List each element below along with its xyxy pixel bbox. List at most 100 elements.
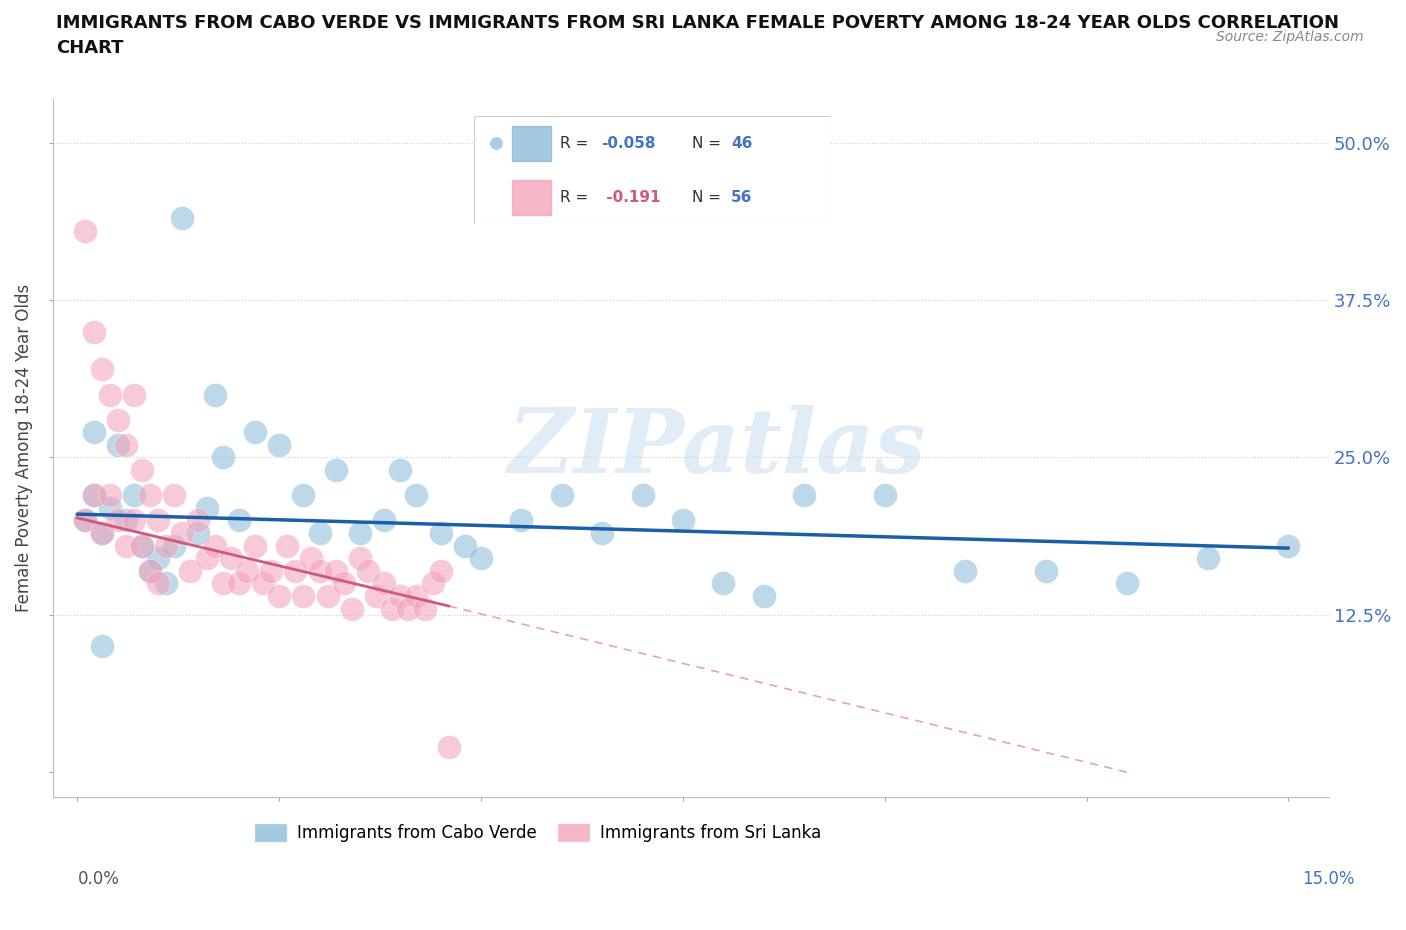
Point (83, 488, 105, 503)
Point (187, 525, 209, 540)
Point (364, 589, 387, 604)
Point (413, 601, 436, 616)
Point (204, 387, 226, 402)
Point (172, 211, 194, 226)
Text: 15.0%: 15.0% (1302, 870, 1355, 887)
Point (75, 513, 97, 528)
Point (437, 739, 460, 754)
Point (107, 513, 129, 528)
Point (793, 488, 815, 503)
Legend: Immigrants from Cabo Verde, Immigrants from Sri Lanka: Immigrants from Cabo Verde, Immigrants f… (247, 816, 828, 848)
Point (292, 589, 315, 604)
Point (308, 564, 330, 578)
Point (139, 564, 162, 578)
Point (269, 437, 291, 452)
Point (510, 513, 533, 528)
Point (373, 513, 395, 528)
Point (276, 538, 298, 553)
Point (114, 538, 136, 553)
Point (873, 488, 896, 503)
Point (349, 525, 371, 540)
Point (1035, 564, 1057, 578)
Point (292, 488, 315, 503)
Point (228, 513, 250, 528)
Point (107, 412, 129, 427)
Point (429, 564, 451, 578)
Point (711, 576, 734, 591)
Point (204, 538, 226, 553)
Point (90, 362, 112, 377)
Point (122, 513, 145, 528)
Point (155, 538, 177, 553)
Point (83, 325, 105, 339)
Point (396, 601, 419, 616)
Point (357, 564, 380, 578)
Point (252, 576, 274, 591)
Point (75, 513, 97, 528)
Point (195, 551, 218, 565)
Point (373, 576, 395, 591)
Point (98, 500, 121, 515)
Point (405, 589, 427, 604)
Point (75, 223, 97, 238)
Point (155, 576, 177, 591)
Point (349, 551, 371, 565)
Point (114, 437, 136, 452)
Point (163, 488, 186, 503)
Text: IMMIGRANTS FROM CABO VERDE VS IMMIGRANTS FROM SRI LANKA FEMALE POVERTY AMONG 18-: IMMIGRANTS FROM CABO VERDE VS IMMIGRANTS… (56, 14, 1340, 32)
Point (122, 387, 145, 402)
Point (389, 462, 412, 477)
Point (179, 564, 201, 578)
Point (187, 513, 209, 528)
Text: Source: ZipAtlas.com: Source: ZipAtlas.com (1216, 30, 1364, 44)
Point (325, 462, 347, 477)
Point (83, 488, 105, 503)
Point (131, 538, 153, 553)
Point (90, 639, 112, 654)
Point (470, 551, 492, 565)
Point (284, 564, 307, 578)
Point (752, 589, 775, 604)
Point (1277, 538, 1299, 553)
Point (90, 525, 112, 540)
Point (1116, 576, 1139, 591)
Point (454, 538, 477, 553)
Point (211, 576, 233, 591)
Point (228, 576, 250, 591)
Point (422, 576, 444, 591)
Text: ZIPatlas: ZIPatlas (508, 405, 925, 491)
Point (83, 425, 105, 440)
Point (672, 513, 695, 528)
Point (308, 525, 330, 540)
Point (381, 601, 404, 616)
Point (340, 601, 363, 616)
Point (333, 576, 356, 591)
Point (955, 564, 977, 578)
Text: CHART: CHART (56, 39, 124, 57)
Point (211, 450, 233, 465)
Point (172, 525, 194, 540)
Point (405, 488, 427, 503)
Point (139, 564, 162, 578)
Point (131, 462, 153, 477)
Point (131, 538, 153, 553)
Text: 0.0%: 0.0% (77, 870, 120, 887)
Point (301, 551, 323, 565)
Point (163, 538, 186, 553)
Point (269, 589, 291, 604)
Point (122, 488, 145, 503)
Point (243, 538, 266, 553)
Point (316, 589, 339, 604)
Y-axis label: Female Poverty Among 18-24 Year Olds: Female Poverty Among 18-24 Year Olds (15, 284, 32, 612)
Point (139, 488, 162, 503)
Point (591, 525, 613, 540)
Point (389, 589, 412, 604)
Point (219, 551, 242, 565)
Point (146, 551, 169, 565)
Point (114, 513, 136, 528)
Point (551, 488, 574, 503)
Point (146, 513, 169, 528)
Point (325, 564, 347, 578)
Point (260, 564, 283, 578)
Point (243, 425, 266, 440)
